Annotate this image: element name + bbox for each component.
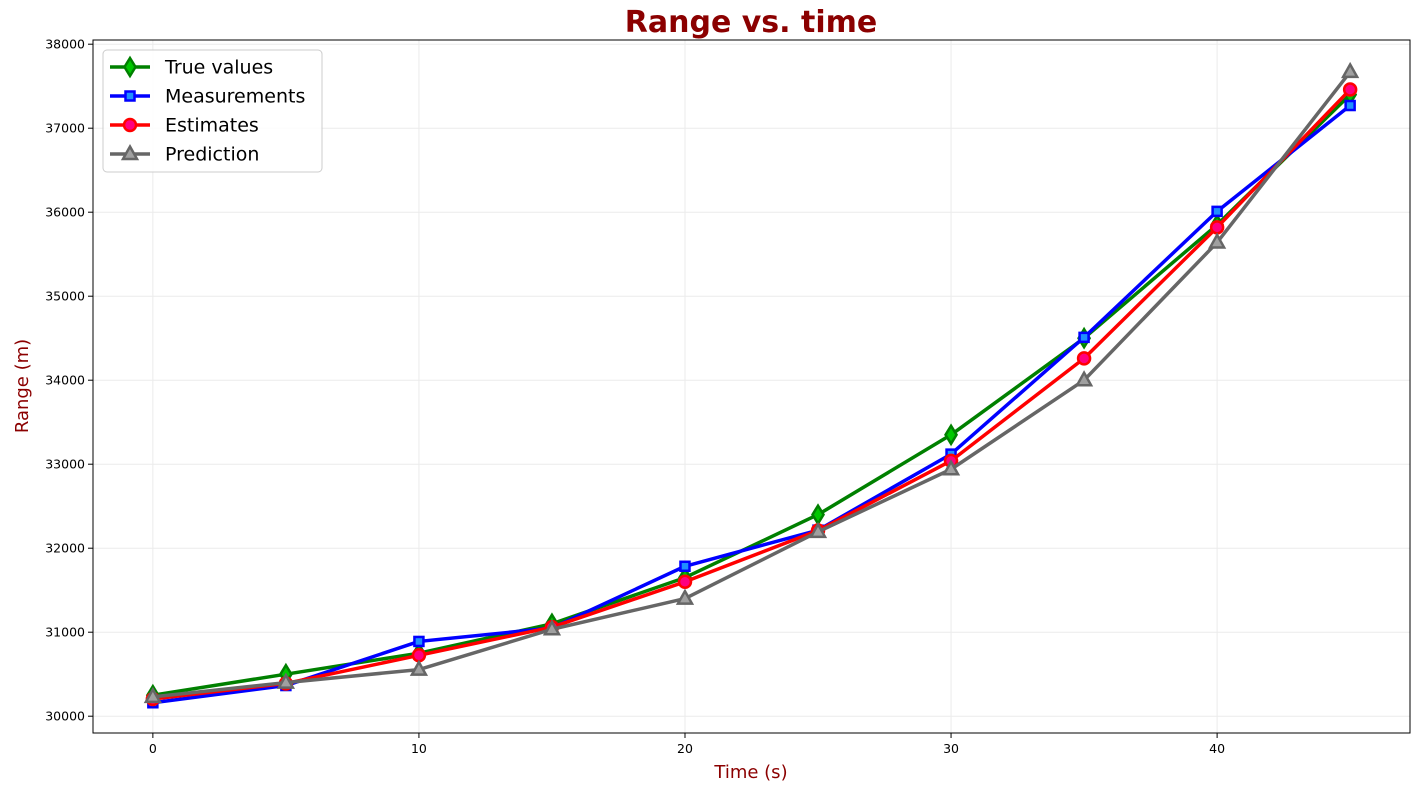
series-line-measurements (151, 103, 1352, 705)
y-tick-label: 32000 (45, 541, 85, 556)
data-point-prediction (808, 521, 828, 539)
grid (93, 40, 1410, 733)
legend-item-measurements: Measurements (110, 86, 305, 108)
series-group (143, 61, 1360, 709)
data-point-estimates (1076, 351, 1092, 366)
x-tick-label: 10 (411, 741, 427, 756)
y-tick-label: 31000 (45, 625, 85, 640)
x-tick-label: 40 (1209, 741, 1225, 756)
y-tick-label: 38000 (45, 37, 85, 52)
legend-marker-estimates (122, 117, 138, 133)
data-point-estimates (677, 574, 693, 590)
series-prediction (143, 61, 1360, 704)
x-tick-label: 30 (943, 741, 959, 756)
y-tick-label: 30000 (45, 709, 85, 724)
x-axis-title: Time (s) (713, 762, 787, 783)
legend-box (102, 49, 323, 173)
data-point-measurements (1211, 205, 1223, 218)
data-point-estimates (411, 648, 427, 663)
data-point-measurements (1344, 99, 1356, 112)
legend-label-true-values: True values (164, 57, 273, 79)
legend-label-measurements: Measurements (165, 86, 305, 108)
legend-label-estimates: Estimates (165, 115, 259, 137)
chart-title: Range vs. time (625, 5, 877, 40)
data-point-prediction (409, 659, 429, 676)
legend-marker-prediction (120, 143, 140, 161)
data-point-measurements (1078, 331, 1090, 344)
data-point-prediction (1341, 61, 1360, 79)
data-point-measurements (413, 635, 425, 648)
data-point-prediction (276, 672, 296, 689)
series-line-prediction (151, 70, 1352, 699)
data-point-prediction (1207, 232, 1227, 249)
data-point-prediction (542, 619, 562, 636)
y-tick-label: 37000 (45, 121, 85, 136)
y-tick-label: 33000 (45, 457, 85, 472)
y-tick-label: 34000 (45, 373, 85, 388)
data-point-estimates (1209, 220, 1225, 235)
x-tick-label: 20 (677, 741, 693, 756)
data-point-true-values (944, 423, 959, 447)
x-tick-label: 0 (149, 741, 157, 756)
plot-area-frame (92, 39, 1411, 734)
axis-ticks: 0 10 20 30 40 30000 31000 32000 33000 34000 35000 3… (45, 37, 1225, 756)
legend-items: True values Measurements Estimates Predicti… (110, 55, 305, 166)
data-point-prediction (675, 588, 695, 605)
legend-item-true-values: True values (110, 55, 273, 79)
data-point-prediction (1074, 370, 1094, 387)
legend-marker-true-values (123, 55, 137, 79)
legend-marker-measurements (124, 90, 136, 102)
legend-item-prediction: Prediction (110, 144, 259, 166)
legend: True values Measurements Estimates Predicti… (102, 49, 323, 173)
y-tick-label: 36000 (45, 205, 85, 220)
series-line-estimates (151, 87, 1352, 701)
data-point-prediction (941, 459, 961, 476)
legend-label-prediction: Prediction (165, 144, 259, 166)
legend-item-estimates: Estimates (110, 115, 259, 137)
data-point-estimates (1342, 82, 1358, 97)
y-axis-title: Range (m) (12, 339, 33, 433)
data-point-prediction (143, 686, 162, 704)
y-tick-label: 35000 (45, 289, 85, 304)
data-point-measurements (679, 560, 691, 573)
